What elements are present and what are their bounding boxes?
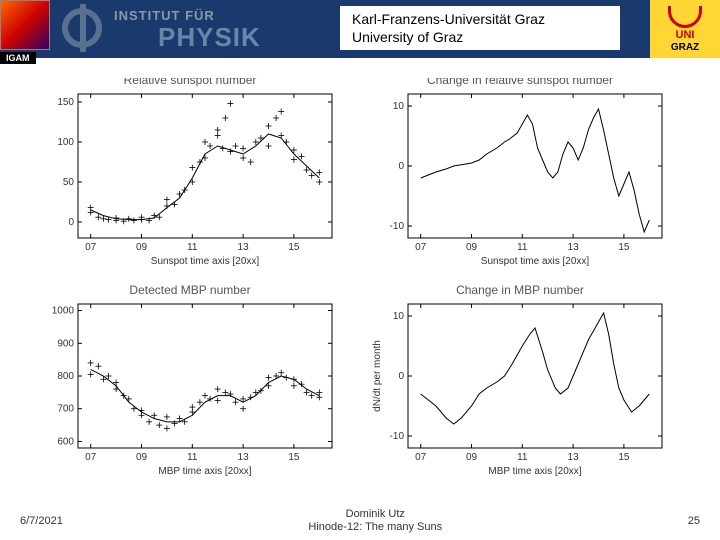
- footer-author: Dominik Utz: [308, 508, 442, 521]
- svg-text:700: 700: [57, 404, 74, 415]
- svg-text:13: 13: [568, 242, 580, 253]
- uni-name-en: University of Graz: [352, 28, 608, 46]
- svg-text:13: 13: [568, 452, 580, 463]
- uni-name-de: Karl-Franzens-Universität Graz: [352, 10, 608, 28]
- svg-text:dN/dt per month: dN/dt per month: [372, 340, 383, 412]
- header-bar: IGAM INSTITUT FÜR PHYSIK Karl-Franzens-U…: [0, 0, 720, 58]
- svg-text:10: 10: [393, 311, 405, 322]
- svg-text:13: 13: [238, 452, 250, 463]
- charts-svg: Relative sunspot number05010015007091113…: [40, 78, 680, 488]
- svg-text:09: 09: [136, 242, 148, 253]
- svg-text:1000: 1000: [52, 306, 75, 317]
- institut-text: INSTITUT FÜR: [114, 8, 215, 23]
- svg-text:-10: -10: [390, 221, 405, 232]
- svg-text:Relative sunspot number: Relative sunspot number: [124, 78, 257, 87]
- university-name: Karl-Franzens-Universität Graz Universit…: [340, 6, 620, 50]
- svg-text:09: 09: [136, 452, 148, 463]
- footer-date: 6/7/2021: [20, 515, 63, 527]
- uni-curve-icon: [668, 6, 702, 28]
- svg-text:15: 15: [618, 452, 630, 463]
- footer-page: 25: [688, 515, 700, 527]
- uni-logo-uni: UNI: [676, 30, 695, 41]
- svg-text:11: 11: [187, 452, 198, 463]
- uni-graz-logo: UNI GRAZ: [650, 0, 720, 58]
- svg-text:Change in relative sunspot num: Change in relative sunspot number: [427, 78, 613, 87]
- svg-text:07: 07: [85, 242, 97, 253]
- svg-text:0: 0: [398, 371, 404, 382]
- svg-text:Sunspot time axis [20xx]: Sunspot time axis [20xx]: [151, 256, 260, 267]
- igam-label: IGAM: [0, 52, 36, 64]
- svg-text:Detected MBP number: Detected MBP number: [129, 283, 250, 297]
- svg-text:11: 11: [517, 242, 528, 253]
- svg-text:900: 900: [57, 338, 74, 349]
- svg-text:13: 13: [238, 242, 250, 253]
- svg-text:15: 15: [288, 452, 300, 463]
- svg-text:11: 11: [517, 452, 528, 463]
- svg-text:11: 11: [187, 242, 198, 253]
- igam-logo: [0, 0, 50, 50]
- svg-text:0: 0: [68, 217, 74, 228]
- svg-text:150: 150: [57, 97, 74, 108]
- svg-text:MBP time axis [20xx]: MBP time axis [20xx]: [488, 466, 581, 477]
- svg-text:09: 09: [466, 242, 478, 253]
- svg-text:600: 600: [57, 436, 74, 447]
- svg-text:50: 50: [63, 177, 75, 188]
- phi-bar-icon: [80, 4, 86, 52]
- svg-text:800: 800: [57, 371, 74, 382]
- svg-text:Change in MBP number: Change in MBP number: [456, 283, 584, 297]
- uni-logo-graz: GRAZ: [671, 43, 699, 53]
- svg-text:100: 100: [57, 137, 74, 148]
- svg-text:MBP time axis [20xx]: MBP time axis [20xx]: [158, 466, 251, 477]
- footer-center: Dominik Utz Hinode-12: The many Suns: [308, 508, 442, 534]
- svg-text:Sunspot time axis [20xx]: Sunspot time axis [20xx]: [481, 256, 590, 267]
- svg-text:07: 07: [415, 242, 427, 253]
- physik-text: PHYSIK: [158, 22, 261, 53]
- physik-logo-block: INSTITUT FÜR PHYSIK: [58, 6, 278, 50]
- svg-text:07: 07: [415, 452, 427, 463]
- svg-text:-10: -10: [390, 431, 405, 442]
- chart-grid: Relative sunspot number05010015007091113…: [40, 78, 680, 488]
- svg-text:0: 0: [398, 161, 404, 172]
- footer-conference: Hinode-12: The many Suns: [308, 521, 442, 534]
- svg-text:15: 15: [618, 242, 630, 253]
- footer: 6/7/2021 Dominik Utz Hinode-12: The many…: [0, 508, 720, 534]
- svg-text:10: 10: [393, 101, 405, 112]
- svg-text:09: 09: [466, 452, 478, 463]
- svg-text:15: 15: [288, 242, 300, 253]
- svg-text:07: 07: [85, 452, 97, 463]
